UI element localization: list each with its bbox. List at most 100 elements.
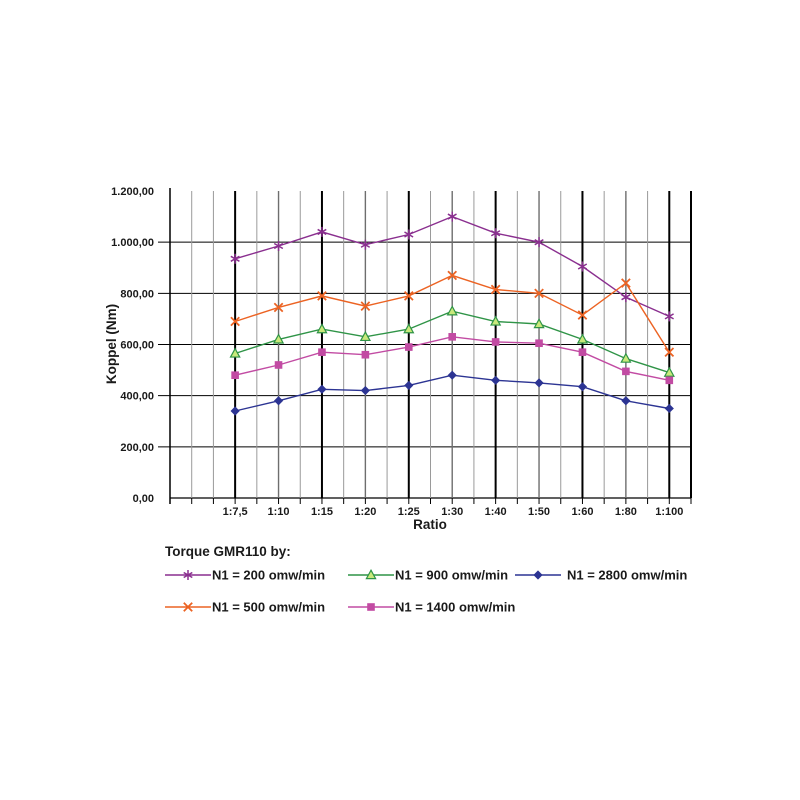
diamond-marker [230,406,240,416]
legend-item: N1 = 500 omw/min [165,600,325,615]
triangle-shape [403,323,415,334]
diamond-shape [577,382,588,392]
square-shape [367,603,375,611]
x-shape [577,310,588,320]
diamond-marker [577,382,588,392]
triangle-shape [533,317,545,329]
legend-label: N1 = 500 omw/min [212,600,325,615]
triangle-shape [446,305,458,316]
diamond-shape [447,370,457,380]
x-marker [317,291,327,301]
star-shape [404,229,414,240]
star-shape [534,237,544,248]
triangle-marker [316,323,328,334]
triangle-shape [316,323,328,334]
star-marker [534,237,544,248]
y-tick-label: 600,00 [120,340,154,352]
y-tick-label: 1.000,00 [111,237,154,249]
x-marker [273,302,284,313]
triangle-shape [365,568,377,580]
y-tick-label: 1.200,00 [111,186,154,198]
diamond-marker [404,380,414,391]
diamond-shape [317,384,327,394]
x-tick-label: 1:80 [615,506,637,518]
triangle-marker [272,333,285,344]
x-tick-label: 1:60 [571,506,593,518]
star-marker [664,311,674,322]
x-shape [621,278,631,288]
star-shape [490,228,501,239]
square-marker [318,348,326,356]
x-tick-label: 1:15 [311,506,333,518]
x-shape [273,302,284,313]
star-marker [490,228,501,239]
legend-label: N1 = 200 omw/min [212,568,325,583]
legend-item: N1 = 900 omw/min [348,568,508,583]
star-marker [447,211,457,222]
square-marker [535,339,543,348]
square-shape [361,350,370,359]
x-marker [490,284,501,295]
x-marker [577,310,588,320]
triangle-shape [359,330,371,342]
x-shape [447,270,458,281]
square-marker [448,333,457,341]
x-shape [490,284,501,295]
x-shape [183,602,193,612]
triangle-marker [490,315,502,326]
triangle-marker [359,330,371,342]
star-shape [577,261,588,272]
square-marker [231,371,239,379]
diamond-shape [404,380,414,391]
star-marker [317,226,327,237]
y-tick-label: 800,00 [120,288,154,300]
y-tick-label: 400,00 [120,391,154,403]
legend-item: N1 = 200 omw/min [165,568,325,583]
star-shape [317,226,327,237]
square-shape [665,376,674,385]
diamond-marker [447,370,457,380]
x-marker [621,278,631,288]
diamond-marker [491,375,501,385]
star-shape [621,292,631,303]
axis-labels: 0,00 200,00 400,00 600,00 800,00 1.000,00 1.20… [111,186,683,518]
star-marker [621,292,631,303]
diamond-marker [621,396,631,406]
star-marker [360,239,371,250]
triangle-marker [620,352,632,363]
diamond-marker [534,378,544,388]
x-shape [664,347,675,358]
x-tick-label: 1:20 [354,506,376,518]
star-shape [183,570,193,580]
x-shape [360,301,371,311]
square-marker [367,603,375,611]
square-shape [491,338,500,346]
x-shape [534,288,544,299]
y-tick-label: 0,00 [133,493,154,505]
y-axis-title: Koppel (Nm) [104,304,119,384]
legend-label: N1 = 2800 omw/min [567,568,687,583]
square-marker [578,348,587,356]
triangle-shape [576,333,589,344]
legend-title: Torque GMR110 by: [165,544,291,559]
x-tick-label: 1:40 [485,506,507,518]
square-marker [404,343,413,351]
x-marker [230,316,240,327]
diamond-shape [273,396,284,406]
x-marker [664,347,675,358]
triangle-marker [663,366,675,377]
legend-item: N1 = 1400 omw/min [348,600,515,615]
triangle-marker [365,568,377,580]
star-shape [447,211,457,222]
x-axis-title: Ratio [413,517,447,532]
diamond-shape [360,385,370,396]
triangle-marker [446,305,458,316]
x-marker [534,288,544,299]
square-shape [274,361,283,369]
legend-item: N1 = 2800 omw/min [515,568,687,583]
x-marker [183,602,193,612]
square-shape [231,371,239,379]
x-shape [317,291,327,301]
